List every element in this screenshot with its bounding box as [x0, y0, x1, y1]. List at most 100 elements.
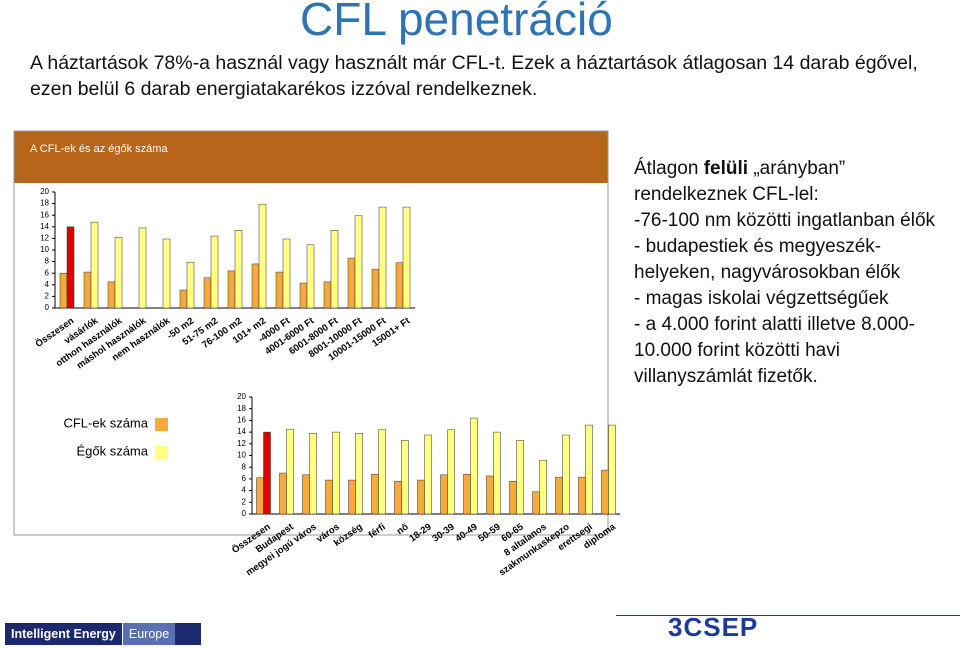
- y-tick-label: 18: [40, 199, 49, 208]
- x-tick-label: 40-49: [453, 522, 479, 545]
- bar: [355, 433, 363, 515]
- bar: [509, 480, 517, 515]
- bar: [256, 477, 264, 515]
- bar: [601, 469, 609, 515]
- slide-title: CFL penetráció: [300, 0, 613, 45]
- y-tick-label: 8: [242, 462, 247, 471]
- bar: [83, 271, 92, 309]
- bar: [90, 221, 99, 309]
- footer-rule: [616, 615, 960, 616]
- logo-right: 3CSEP: [668, 612, 759, 642]
- bar: [263, 431, 271, 515]
- y-tick-label: 10: [237, 451, 246, 460]
- bar: [447, 429, 455, 515]
- y-tick-label: 18: [237, 404, 246, 413]
- bar: [562, 434, 570, 515]
- bar: [402, 206, 411, 309]
- bar: [138, 227, 147, 309]
- bar: [516, 440, 524, 515]
- bar: [323, 281, 332, 309]
- bar: [330, 230, 339, 309]
- bar: [555, 476, 563, 515]
- bar: [186, 261, 195, 309]
- bar: [162, 238, 171, 309]
- bar: [608, 424, 616, 515]
- bar: [493, 431, 501, 515]
- legend-label: Égők száma: [76, 443, 148, 458]
- bar: [203, 277, 212, 309]
- chart-header: [14, 131, 608, 183]
- y-tick-label: 14: [237, 427, 246, 436]
- bar: [470, 417, 478, 515]
- bar: [585, 424, 593, 515]
- bar: [395, 262, 404, 309]
- x-tick-label: 18-29: [407, 522, 433, 545]
- text: Átlagon: [634, 158, 704, 179]
- legend-swatch: [155, 418, 168, 431]
- y-tick-label: 2: [45, 292, 50, 301]
- legend-label: CFL-ek száma: [63, 415, 148, 430]
- side-item: - budapestiek és megyeszék-helyeken, nag…: [634, 236, 901, 283]
- y-tick-label: 6: [242, 474, 247, 483]
- bar: [378, 429, 386, 515]
- bar: [306, 244, 315, 309]
- logo-left: Intelligent Energy Europe: [5, 623, 201, 645]
- y-tick-label: 16: [40, 210, 49, 219]
- bold-text: felüli: [703, 158, 749, 179]
- text: „arányban” rendelkeznek CFL-lel:: [634, 158, 846, 205]
- intro-text: A háztartások 78%-a használ vagy használ…: [30, 52, 918, 100]
- y-tick-label: 0: [242, 509, 247, 518]
- y-tick-label: 4: [242, 486, 247, 495]
- bar: [59, 272, 68, 309]
- side-item: -76-100 nm közötti ingatlanban élők: [634, 210, 936, 231]
- y-tick-label: 0: [45, 303, 50, 312]
- bar: [227, 270, 236, 309]
- bar: [282, 238, 291, 309]
- bar: [371, 473, 379, 515]
- bar: [251, 263, 260, 309]
- bar: [347, 257, 356, 309]
- bar: [275, 271, 284, 309]
- bar: [378, 206, 387, 309]
- chart-frame: [13, 130, 609, 536]
- bar: [394, 480, 402, 515]
- y-tick-label: 8: [45, 257, 50, 266]
- bar: [417, 479, 425, 515]
- bar: [401, 440, 409, 515]
- bar: [440, 474, 448, 515]
- side-lead: Átlagon felüli „arányban” rendelkeznek C…: [634, 156, 952, 208]
- bar: [424, 434, 432, 515]
- x-tick-label: férfi: [367, 522, 388, 541]
- y-tick-label: 4: [45, 280, 50, 289]
- bar: [114, 236, 123, 309]
- bar: [258, 203, 267, 309]
- bar: [210, 235, 219, 309]
- bar: [107, 281, 116, 309]
- side-item: - a 4.000 forint alatti illetve 8.000-10…: [634, 314, 915, 387]
- logo-text: Intelligent Energy: [11, 627, 116, 641]
- y-tick-label: 12: [40, 234, 49, 243]
- x-tick-label: 30-39: [430, 522, 456, 545]
- y-tick-label: 10: [40, 245, 49, 254]
- chart-title: A CFL-ek és az égők száma: [30, 143, 168, 155]
- bar: [302, 474, 310, 515]
- legend-swatch: [155, 446, 168, 459]
- x-tick-label: 50-59: [476, 522, 502, 545]
- bar: [66, 226, 75, 309]
- y-tick-label: 20: [237, 392, 246, 401]
- bar: [179, 289, 188, 309]
- logo-text: Europe: [121, 623, 176, 645]
- side-item: - magas iskolai végzettségűek: [634, 288, 889, 309]
- bar: [486, 475, 494, 515]
- bar: [532, 491, 540, 515]
- bar: [539, 459, 547, 515]
- bar: [234, 230, 243, 309]
- bar: [332, 431, 340, 515]
- bar: [325, 479, 333, 515]
- bar: [286, 428, 294, 515]
- y-tick-label: 20: [40, 187, 49, 196]
- bar: [348, 479, 356, 515]
- y-tick-label: 6: [45, 268, 50, 277]
